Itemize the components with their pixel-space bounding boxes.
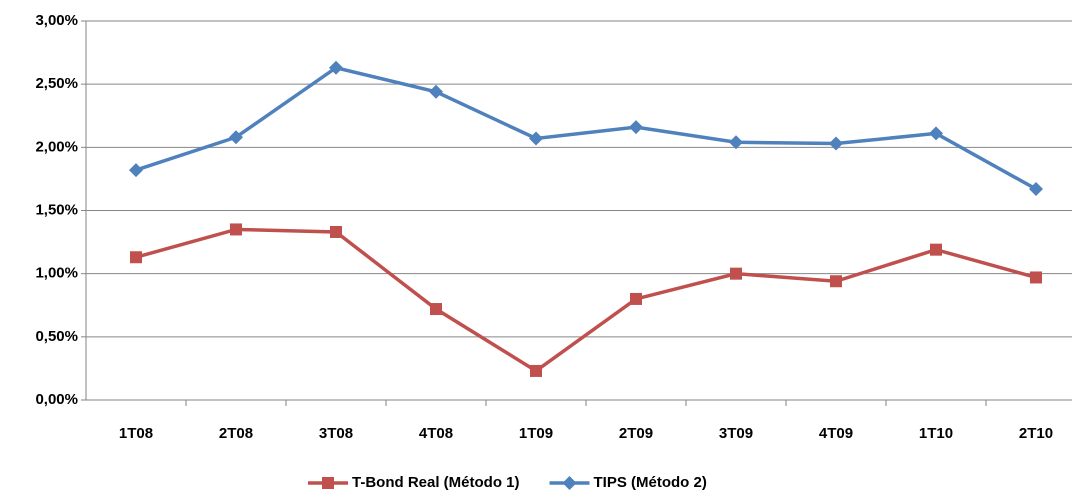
marker	[230, 223, 242, 236]
marker	[529, 131, 543, 146]
y-tick-label: 2,00%	[35, 138, 78, 155]
x-tick-label: 1T09	[519, 425, 553, 442]
y-tick-label: 2,50%	[35, 75, 78, 92]
marker	[629, 120, 643, 135]
x-tick-label: 3T09	[719, 425, 753, 442]
marker	[130, 251, 142, 264]
marker	[562, 476, 577, 490]
x-tick-label: 2T10	[1019, 425, 1053, 442]
marker	[1029, 182, 1043, 197]
marker	[530, 364, 542, 377]
marker	[430, 303, 442, 316]
series-line	[135, 227, 1037, 374]
x-tick-label: 2T09	[619, 425, 653, 442]
marker	[630, 292, 642, 305]
legend-label: TIPS (Método 2)	[594, 474, 707, 491]
series-line	[135, 65, 1037, 191]
marker	[1030, 271, 1042, 284]
y-tick-label: 3,00%	[35, 12, 78, 29]
y-tick-label: 1,00%	[35, 265, 78, 282]
y-tick-label: 0,00%	[35, 391, 78, 408]
marker	[129, 163, 143, 178]
marker	[329, 60, 343, 75]
x-tick-label: 2T08	[219, 425, 253, 442]
y-tick-label: 1,50%	[35, 201, 78, 218]
marker	[929, 126, 943, 141]
x-tick-label: 3T08	[319, 425, 353, 442]
marker	[229, 130, 243, 145]
marker	[729, 135, 743, 150]
y-tick-label: 0,50%	[35, 328, 78, 345]
x-tick-label: 1T10	[919, 425, 953, 442]
marker	[429, 84, 443, 99]
legend-label: T-Bond Real (Método 1)	[352, 474, 520, 491]
marker	[330, 225, 342, 238]
marker	[829, 136, 843, 151]
x-tick-label: 4T08	[419, 425, 453, 442]
marker	[730, 267, 742, 280]
marker	[930, 243, 942, 256]
marker	[322, 477, 334, 489]
x-tick-label: 4T09	[819, 425, 853, 442]
x-tick-label: 1T08	[119, 425, 153, 442]
marker	[830, 275, 842, 288]
